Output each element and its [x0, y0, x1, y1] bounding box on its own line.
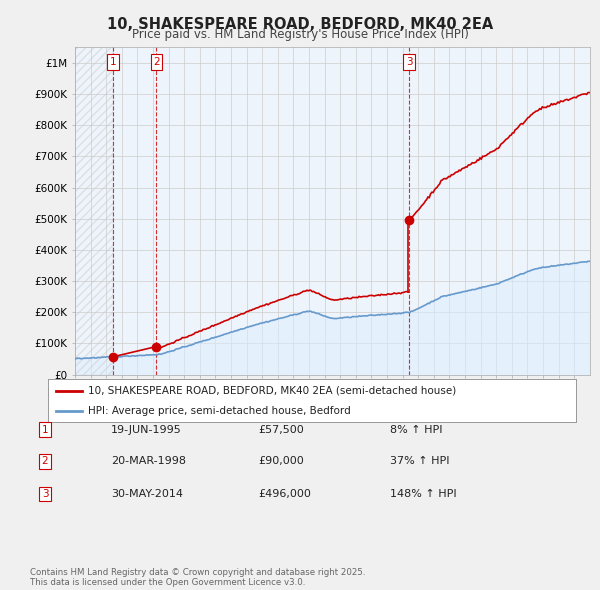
- Text: £57,500: £57,500: [258, 425, 304, 434]
- Text: 10, SHAKESPEARE ROAD, BEDFORD, MK40 2EA: 10, SHAKESPEARE ROAD, BEDFORD, MK40 2EA: [107, 17, 493, 31]
- Text: £496,000: £496,000: [258, 489, 311, 499]
- Text: 30-MAY-2014: 30-MAY-2014: [111, 489, 183, 499]
- Text: Price paid vs. HM Land Registry's House Price Index (HPI): Price paid vs. HM Land Registry's House …: [131, 28, 469, 41]
- Text: 1: 1: [41, 425, 49, 434]
- Text: 3: 3: [406, 57, 412, 67]
- Text: 20-MAR-1998: 20-MAR-1998: [111, 457, 186, 466]
- Text: 37% ↑ HPI: 37% ↑ HPI: [390, 457, 449, 466]
- Text: 148% ↑ HPI: 148% ↑ HPI: [390, 489, 457, 499]
- Text: 8% ↑ HPI: 8% ↑ HPI: [390, 425, 443, 434]
- Text: 3: 3: [41, 489, 49, 499]
- Text: HPI: Average price, semi-detached house, Bedford: HPI: Average price, semi-detached house,…: [88, 407, 350, 416]
- Text: 10, SHAKESPEARE ROAD, BEDFORD, MK40 2EA (semi-detached house): 10, SHAKESPEARE ROAD, BEDFORD, MK40 2EA …: [88, 386, 456, 396]
- Text: 2: 2: [153, 57, 160, 67]
- Text: 1: 1: [110, 57, 116, 67]
- Text: 2: 2: [41, 457, 49, 466]
- Text: 19-JUN-1995: 19-JUN-1995: [111, 425, 182, 434]
- Text: £90,000: £90,000: [258, 457, 304, 466]
- Text: Contains HM Land Registry data © Crown copyright and database right 2025.
This d: Contains HM Land Registry data © Crown c…: [30, 568, 365, 587]
